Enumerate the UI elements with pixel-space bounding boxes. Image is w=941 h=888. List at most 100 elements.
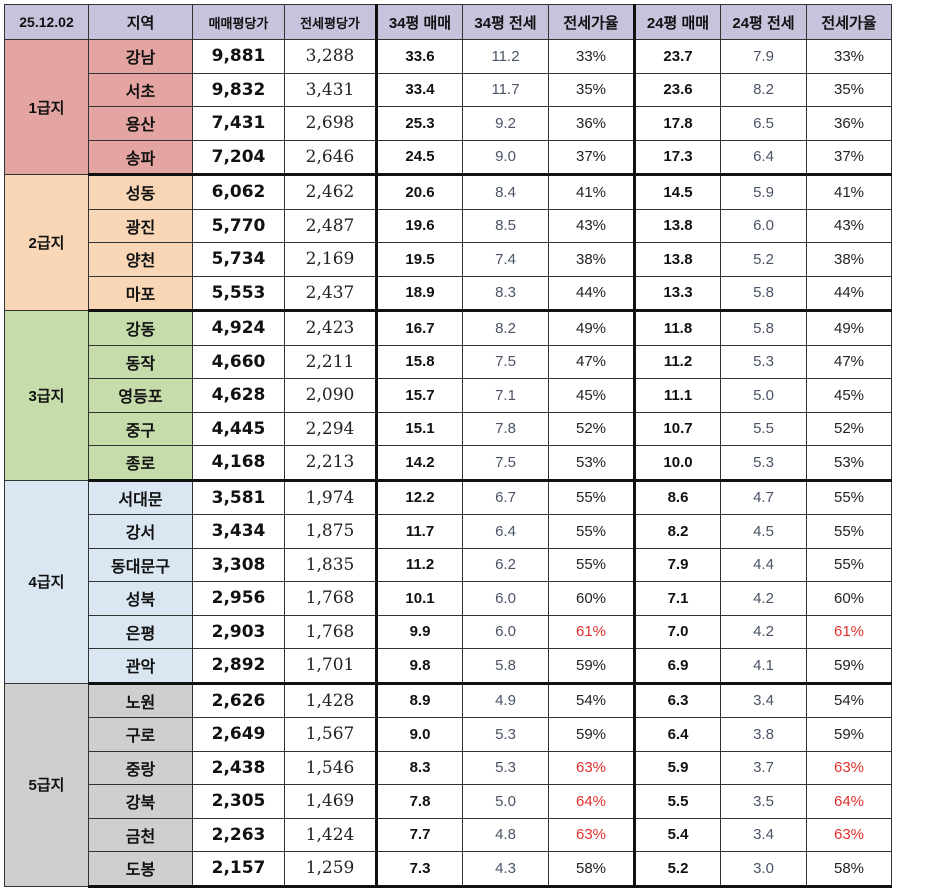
table-row: 중구 4,445 2,294 15.1 7.8 52% 10.7 5.5 52%	[5, 411, 892, 446]
sale-24-cell: 11.2	[633, 344, 721, 379]
ratio-34-cell: 41%	[548, 174, 635, 210]
jeonse-24-cell: 6.4	[720, 139, 807, 176]
tier-label: 4급지	[4, 479, 89, 684]
table-row: 양천 5,734 2,169 19.5 7.4 38% 13.8 5.2 38%	[5, 242, 892, 277]
table-row: 서초 9,832 3,431 33.4 11.7 35% 23.6 8.2 35%	[5, 72, 892, 107]
sale-24-cell: 6.3	[633, 682, 721, 718]
table-row: 관악 2,892 1,701 9.8 5.8 59% 6.9 4.1 59%	[5, 648, 892, 685]
sale-34-cell: 15.8	[375, 344, 463, 379]
jeonse-per-pyeong-cell: 1,875	[284, 514, 377, 549]
sale-24-cell: 5.4	[633, 817, 721, 852]
ratio-24-cell: 55%	[806, 547, 892, 582]
jeonse-34-cell: 6.0	[462, 614, 549, 649]
sale-per-pyeong-cell: 2,157	[192, 851, 285, 888]
jeonse-per-pyeong-cell: 3,288	[284, 39, 377, 74]
ratio-34-cell: 61%	[548, 614, 635, 649]
table-row: 3급지 강동 4,924 2,423 16.7 8.2 49% 11.8 5.8 49%	[4, 310, 892, 481]
sale-34-cell: 20.6	[375, 174, 463, 210]
jeonse-per-pyeong-cell: 2,437	[284, 275, 377, 312]
ratio-24-cell: 58%	[806, 851, 892, 888]
sale-24-cell: 13.3	[633, 275, 721, 312]
jeonse-34-cell: 9.0	[462, 139, 549, 176]
ratio-24-cell: 52%	[806, 411, 892, 446]
region-cell: 도봉	[88, 851, 193, 888]
ratio-24-cell: 37%	[806, 139, 892, 176]
sale-per-pyeong-cell: 9,832	[192, 72, 285, 107]
ratio-34-cell: 52%	[548, 411, 635, 446]
jeonse-34-cell: 4.3	[462, 851, 549, 888]
sale-per-pyeong-cell: 7,431	[192, 106, 285, 141]
jeonse-per-pyeong-cell: 1,259	[284, 851, 377, 888]
region-cell: 종로	[88, 445, 193, 482]
ratio-24-cell: 44%	[806, 275, 892, 312]
sale-34-cell: 9.9	[375, 614, 463, 649]
jeonse-24-cell: 5.3	[720, 344, 807, 379]
jeonse-per-pyeong-cell: 2,646	[284, 139, 377, 176]
ratio-24-cell: 54%	[806, 682, 892, 718]
sale-34-cell: 15.7	[375, 378, 463, 413]
sale-24-cell: 17.8	[633, 106, 721, 141]
header-ratio-24: 전세가율	[806, 4, 892, 40]
jeonse-34-cell: 7.8	[462, 411, 549, 446]
sale-24-cell: 7.1	[633, 581, 721, 616]
ratio-34-cell: 55%	[548, 547, 635, 582]
sale-per-pyeong-cell: 2,305	[192, 784, 285, 819]
region-cell: 중랑	[88, 750, 193, 785]
ratio-24-cell: 59%	[806, 648, 892, 685]
jeonse-34-cell: 7.5	[462, 445, 549, 482]
sale-24-cell: 5.2	[633, 851, 721, 888]
region-cell: 성동	[88, 174, 193, 210]
jeonse-34-cell: 6.2	[462, 547, 549, 582]
sale-24-cell: 5.5	[633, 784, 721, 819]
region-cell: 관악	[88, 648, 193, 685]
sale-34-cell: 16.7	[375, 310, 463, 346]
header-ratio-34: 전세가율	[548, 4, 635, 40]
sale-24-cell: 23.6	[633, 72, 721, 107]
header-date: 25.12.02	[4, 4, 89, 40]
jeonse-34-cell: 7.5	[462, 344, 549, 379]
header-region: 지역	[88, 4, 193, 40]
jeonse-24-cell: 3.8	[720, 717, 807, 752]
header-34-jeonse: 34평 전세	[462, 4, 549, 40]
jeonse-per-pyeong-cell: 2,213	[284, 445, 377, 482]
jeonse-24-cell: 6.5	[720, 106, 807, 141]
jeonse-34-cell: 4.8	[462, 817, 549, 852]
sale-24-cell: 8.2	[633, 514, 721, 549]
sale-24-cell: 11.8	[633, 310, 721, 346]
region-cell: 마포	[88, 275, 193, 312]
sale-per-pyeong-cell: 4,628	[192, 378, 285, 413]
sale-24-cell: 17.3	[633, 139, 721, 176]
sale-34-cell: 7.8	[375, 784, 463, 819]
region-cell: 용산	[88, 106, 193, 141]
region-cell: 강서	[88, 514, 193, 549]
jeonse-24-cell: 4.1	[720, 648, 807, 685]
sale-24-cell: 23.7	[633, 39, 721, 74]
jeonse-34-cell: 11.7	[462, 72, 549, 107]
region-cell: 중구	[88, 411, 193, 446]
sale-24-cell: 7.9	[633, 547, 721, 582]
ratio-34-cell: 64%	[548, 784, 635, 819]
tier-label: 3급지	[4, 310, 89, 481]
jeonse-24-cell: 5.2	[720, 242, 807, 277]
seoul-apartment-price-table: 25.12.02 지역 매매평당가 전세평당가 34평 매매 34평 전세 전세…	[4, 4, 892, 888]
ratio-34-cell: 38%	[548, 242, 635, 277]
jeonse-34-cell: 5.8	[462, 648, 549, 685]
region-cell: 은평	[88, 614, 193, 649]
sale-per-pyeong-cell: 3,434	[192, 514, 285, 549]
sale-34-cell: 25.3	[375, 106, 463, 141]
jeonse-per-pyeong-cell: 2,211	[284, 344, 377, 379]
table-row: 마포 5,553 2,437 18.9 8.3 44% 13.3 5.8 44%	[5, 275, 892, 312]
jeonse-per-pyeong-cell: 1,546	[284, 750, 377, 785]
sale-34-cell: 19.6	[375, 208, 463, 243]
sale-34-cell: 9.0	[375, 717, 463, 752]
table-row: 동대문구 3,308 1,835 11.2 6.2 55% 7.9 4.4 55%	[5, 547, 892, 582]
region-cell: 영등포	[88, 378, 193, 413]
region-cell: 금천	[88, 817, 193, 852]
sale-34-cell: 15.1	[375, 411, 463, 446]
region-cell: 서초	[88, 72, 193, 107]
header-sale-per-pyeong: 매매평당가	[192, 4, 285, 40]
ratio-24-cell: 36%	[806, 106, 892, 141]
ratio-24-cell: 41%	[806, 174, 892, 210]
ratio-24-cell: 35%	[806, 72, 892, 107]
jeonse-24-cell: 4.7	[720, 479, 807, 515]
